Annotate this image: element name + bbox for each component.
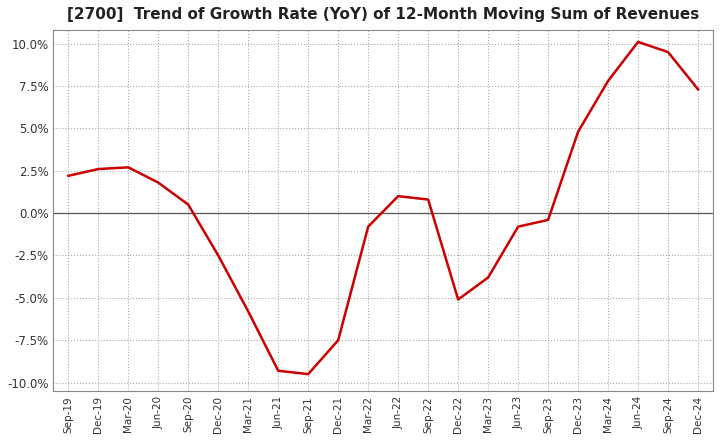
Title: [2700]  Trend of Growth Rate (YoY) of 12-Month Moving Sum of Revenues: [2700] Trend of Growth Rate (YoY) of 12-… (67, 7, 699, 22)
